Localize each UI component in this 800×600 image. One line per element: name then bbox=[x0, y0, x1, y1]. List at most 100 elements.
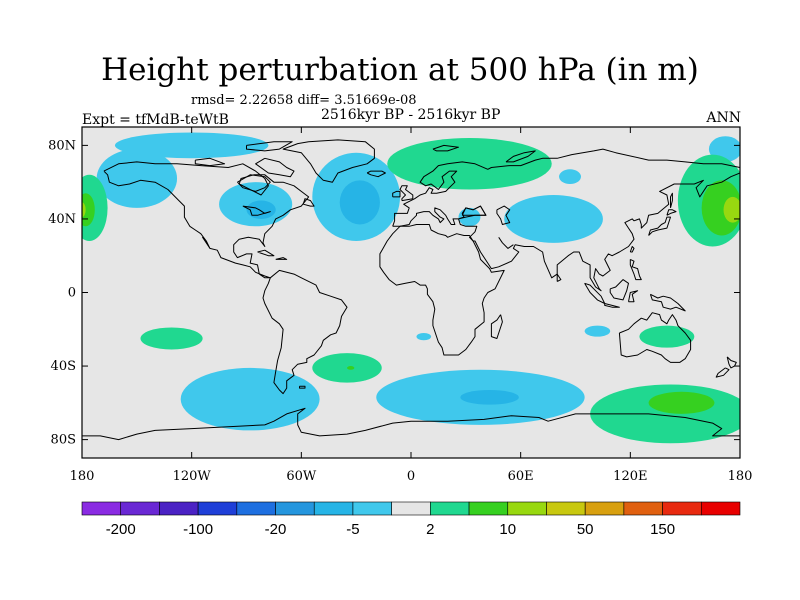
coastline-black-sea bbox=[461, 205, 487, 216]
lon-tick-label: 60W bbox=[286, 469, 317, 484]
coastline-new-zealand-south bbox=[715, 367, 730, 378]
coastline-new-guinea bbox=[649, 293, 686, 312]
lon-tick-label: 180 bbox=[70, 469, 95, 484]
lat-tick-label: 40S bbox=[51, 359, 76, 374]
colorbar-box bbox=[623, 501, 663, 516]
anomaly-mideast-negative bbox=[458, 207, 481, 227]
coastline-borneo bbox=[609, 279, 629, 301]
anomaly-australia-negative bbox=[584, 325, 611, 337]
colorbar: -200 -100 -20 -5 2 10 50 150 bbox=[81, 501, 741, 538]
time-period-label: 2516kyr BP - 2516kyr BP bbox=[321, 107, 501, 123]
coastline-sumatra bbox=[584, 282, 606, 304]
coastline-antarctica bbox=[82, 407, 740, 441]
colorbar-box bbox=[352, 501, 392, 516]
coastline-philippines bbox=[629, 258, 642, 281]
coastline-novaya-zemlya bbox=[505, 150, 536, 163]
lat-tick-label: 0 bbox=[68, 286, 76, 301]
anomaly-antarctic-mid bbox=[648, 391, 715, 414]
coastline-newfoundland bbox=[302, 198, 315, 207]
coastline-sakhalin bbox=[670, 192, 673, 209]
anomaly-east-pacific-mid bbox=[82, 193, 95, 227]
coastline-ireland bbox=[392, 190, 401, 198]
anomaly-southern-ocean-core bbox=[460, 389, 519, 405]
coastline-baffin-island bbox=[255, 157, 295, 178]
coastline-hokkaido bbox=[666, 209, 677, 216]
experiment-label: Expt = tfMdB-teWtB bbox=[82, 112, 229, 128]
anomaly-north-atlantic-core bbox=[339, 180, 380, 225]
season-label: ANN bbox=[706, 110, 741, 126]
coastline-ellesmere-island bbox=[246, 141, 293, 152]
lat-tick-label: 40N bbox=[48, 212, 76, 227]
colorbar-box bbox=[120, 501, 160, 516]
colorbar-box bbox=[662, 501, 702, 516]
colorbar-label: 10 bbox=[499, 521, 516, 538]
coastline-taiwan bbox=[629, 246, 635, 253]
colorbar-box bbox=[275, 501, 315, 516]
coastline-hudson-bay bbox=[237, 174, 271, 192]
coastlines bbox=[82, 139, 740, 441]
colorbar-box bbox=[584, 501, 625, 516]
colorbar-box bbox=[546, 501, 586, 516]
colorbar-box bbox=[197, 501, 238, 516]
lon-tick-label: 120W bbox=[173, 469, 212, 484]
colorbar-label: -100 bbox=[183, 521, 213, 538]
anomaly-arctic-band-negative bbox=[114, 132, 269, 159]
colorbar-box bbox=[313, 501, 354, 516]
lat-tick-label: 80N bbox=[48, 138, 76, 153]
anomaly-europe-positive bbox=[387, 138, 552, 190]
colorbar-label: -200 bbox=[106, 521, 136, 538]
coastline-hispaniola bbox=[275, 257, 288, 260]
anomaly-asia-negative bbox=[504, 195, 603, 243]
coastline-svalbard bbox=[432, 144, 459, 152]
lon-tick-label: 180 bbox=[728, 469, 753, 484]
coastline-sri-lanka bbox=[556, 273, 562, 282]
anomaly-east-pacific-core bbox=[82, 202, 86, 218]
lon-tick-label: 0 bbox=[407, 469, 415, 484]
colorbar-label: -5 bbox=[346, 521, 359, 538]
rmsd-diff-stats: rmsd= 2.22658 diff= 3.51669e-08 bbox=[191, 93, 417, 108]
coastline-japan bbox=[648, 216, 671, 236]
axis-ticks: 80N 40N 0 40S 80S 180 120W 60W 0 60E 120E 180 bbox=[48, 127, 752, 484]
colorbar-box bbox=[700, 501, 741, 516]
lon-tick-label: 60E bbox=[508, 469, 534, 484]
coastline-arabian-gulf bbox=[498, 237, 514, 249]
anomaly-west-pacific-core bbox=[723, 196, 740, 223]
coastline-java bbox=[604, 303, 620, 308]
colorbar-box bbox=[236, 501, 276, 516]
lat-tick-label: 80S bbox=[51, 433, 76, 448]
anomaly-south-pacific-positive bbox=[140, 327, 203, 350]
colorbar-box bbox=[159, 501, 199, 516]
coastline-south-america bbox=[262, 269, 348, 395]
anomaly-north-america-core bbox=[246, 200, 276, 219]
coastline-sulawesi bbox=[628, 290, 639, 303]
colorbar-box bbox=[468, 501, 509, 516]
anomaly-south-indian-negative bbox=[416, 332, 432, 341]
lon-tick-label: 120E bbox=[613, 469, 647, 484]
coastline-victoria-island bbox=[194, 157, 226, 167]
colorbar-label: 150 bbox=[650, 521, 675, 538]
coastline-north-america bbox=[103, 161, 310, 279]
coastline-madagascar bbox=[490, 314, 503, 339]
colorbar-box bbox=[507, 501, 547, 516]
colorbar-box bbox=[430, 501, 470, 516]
colorbar-box bbox=[81, 501, 122, 516]
anomaly-south-pacific-negative bbox=[180, 367, 320, 431]
coastline-falklands bbox=[299, 385, 306, 389]
colorbar-box bbox=[391, 501, 431, 516]
anomaly-siberia-negative bbox=[559, 169, 581, 185]
figure-title: Height perturbation at 500 hPa (in m) bbox=[101, 52, 699, 88]
coastline-africa bbox=[379, 224, 505, 356]
coastline-caspian-sea bbox=[496, 205, 511, 225]
colorbar-label: 2 bbox=[426, 521, 434, 538]
anomaly-south-atlantic-core bbox=[347, 366, 355, 370]
colorbar-label: -20 bbox=[265, 521, 287, 538]
coastline-great-britain bbox=[399, 185, 414, 202]
coastline-iceland bbox=[366, 170, 386, 178]
coastline-australia bbox=[618, 312, 692, 363]
anomaly-australia-positive bbox=[639, 325, 695, 348]
colorbar-label: 50 bbox=[577, 521, 594, 538]
coastline-great-lakes bbox=[242, 205, 271, 216]
coastline-greenland bbox=[282, 139, 375, 183]
coastline-cuba bbox=[257, 249, 275, 257]
